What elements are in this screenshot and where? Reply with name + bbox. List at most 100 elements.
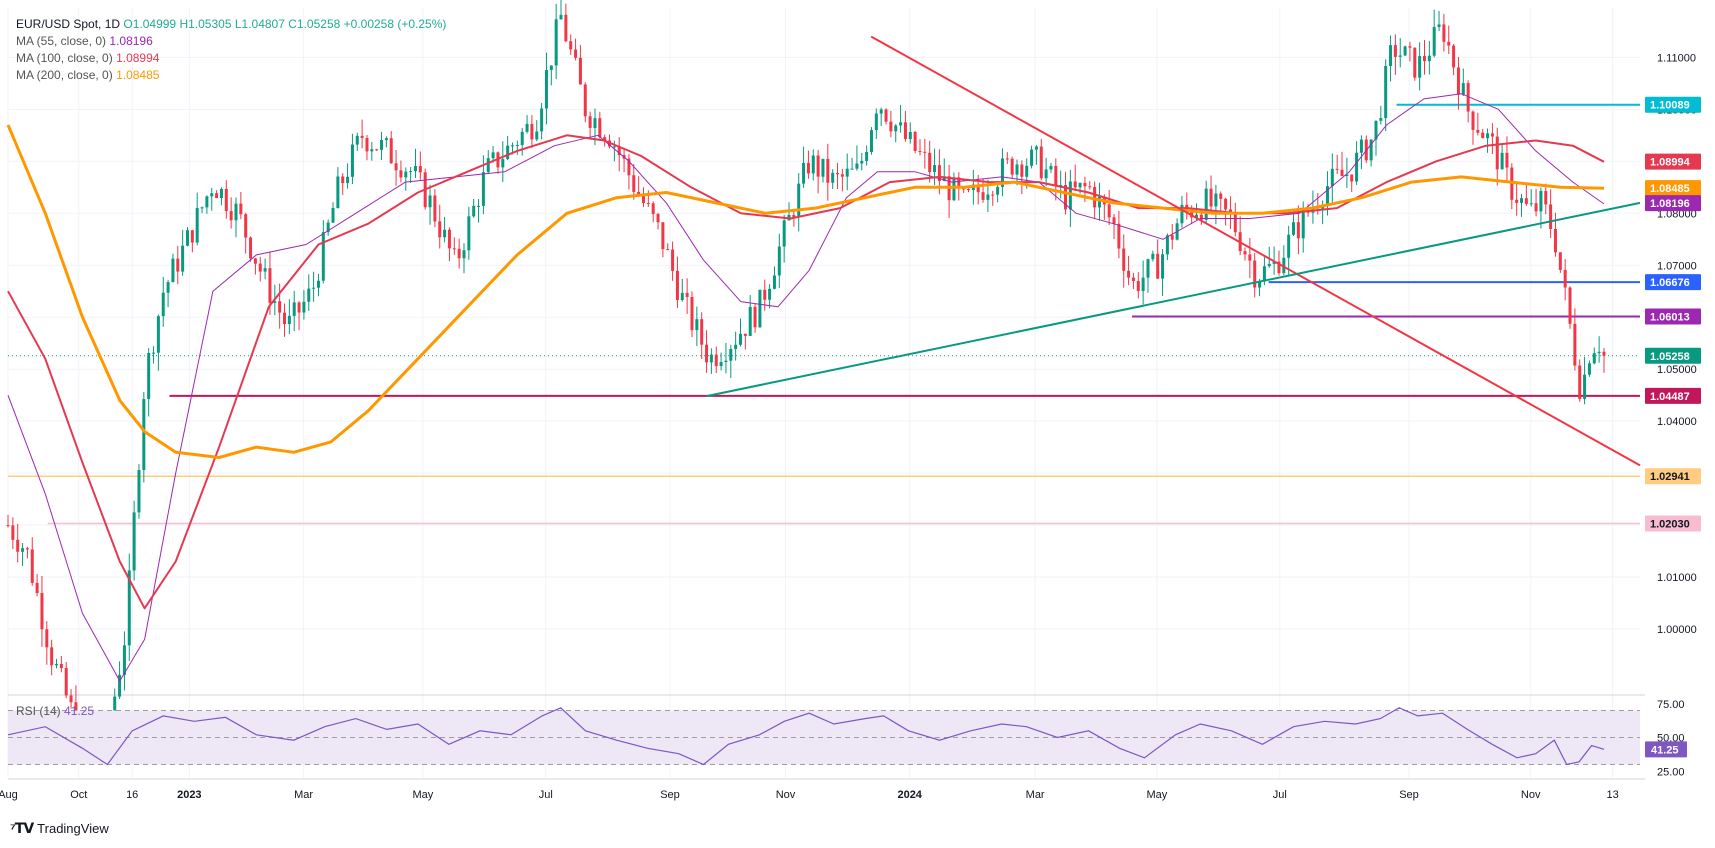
candle-body [569, 41, 573, 50]
rsi-legend[interactable]: RSI (14) 41.25 [16, 704, 94, 718]
candle [700, 312, 704, 360]
candle [370, 141, 374, 161]
candle-body [1165, 235, 1169, 255]
descending-trendline[interactable] [870, 35, 1641, 467]
candle-body [559, 14, 563, 20]
candle [578, 44, 582, 85]
candle [1359, 135, 1363, 170]
candle-body [258, 263, 262, 272]
candle [1165, 233, 1169, 261]
indicator-ma55[interactable]: MA (55, close, 0) 1.08196 [16, 33, 446, 50]
price-level-lines [8, 103, 1640, 525]
candle-body [695, 319, 699, 331]
price-level-value: 1.02030 [1650, 519, 1690, 531]
candle [1486, 128, 1490, 153]
candle [1088, 181, 1092, 190]
price-level-label[interactable]: 1.05258 [1645, 347, 1701, 364]
candle-body [438, 221, 442, 238]
price-level-badge [1645, 96, 1701, 113]
tradingview-brand[interactable]: ⁷𝗧𝗩 TradingView [10, 820, 109, 837]
price-level-badge [1645, 347, 1701, 364]
candle-body [1146, 259, 1150, 278]
candle-body [132, 512, 136, 571]
price-level-label[interactable]: 1.10089 [1645, 96, 1701, 113]
candle-body [991, 194, 995, 196]
candle [1253, 253, 1257, 298]
price-level-label[interactable]: 1.08485 [1645, 180, 1701, 197]
price-level-label[interactable]: 1.08196 [1645, 195, 1701, 212]
candle [1107, 189, 1111, 225]
candle-body [263, 268, 267, 272]
price-level-label[interactable]: 1.04487 [1645, 387, 1701, 404]
close-value: C1.05258 [288, 17, 341, 31]
symbol-row[interactable]: EUR/USD Spot, 1D O1.04999 H1.05305 L1.04… [16, 16, 446, 33]
price-level-value: 1.08196 [1650, 198, 1690, 210]
candle-body [161, 292, 165, 317]
candle-body [1587, 363, 1591, 375]
candle-body [171, 258, 175, 283]
candle-body [855, 163, 859, 169]
rsi-value-label[interactable]: 41.25 [1645, 741, 1687, 758]
candle [666, 243, 670, 251]
open-value: O1.04999 [123, 17, 177, 31]
indicator-ma200[interactable]: MA (200, close, 0) 1.08485 [16, 67, 446, 84]
candle [797, 173, 801, 232]
candle-body [1262, 266, 1266, 282]
candle-body [705, 344, 709, 363]
candle [156, 314, 160, 371]
candle-body [292, 302, 296, 316]
candle-body [200, 207, 204, 209]
candle [1180, 195, 1184, 228]
candle-body [142, 399, 146, 470]
candle-body [690, 296, 694, 331]
candle-body [918, 150, 922, 152]
price-level-label[interactable]: 1.02941 [1645, 468, 1701, 485]
candle-body [1078, 182, 1082, 188]
candle [525, 114, 529, 134]
rsi-pane [7, 707, 1640, 766]
candle-body [1583, 374, 1587, 400]
candle [981, 178, 985, 203]
candle [1141, 260, 1145, 305]
price-axis[interactable]: 1.110001.100001.090001.080001.070001.060… [1645, 52, 1701, 778]
candle [753, 303, 757, 333]
price-level-label[interactable]: 1.08994 [1645, 153, 1701, 170]
candle-body [486, 158, 490, 173]
candle-body [1597, 351, 1601, 354]
candle-body [1549, 204, 1553, 229]
candle-body [554, 19, 558, 66]
candle [947, 164, 951, 218]
candle [283, 303, 287, 337]
candle [69, 689, 73, 709]
time-tick-label: 2024 [897, 789, 922, 801]
candle-body [1456, 67, 1460, 95]
candle-body [617, 146, 621, 156]
candle [127, 553, 131, 662]
candle [1204, 180, 1208, 224]
candle [675, 256, 679, 308]
indicator-ma100[interactable]: MA (100, close, 0) 1.08994 [16, 50, 446, 67]
candle [671, 241, 675, 281]
time-axis[interactable]: Aug Oct 16 2023 Mar May Jul Sep Nov 2024 Mar May Jul… [0, 789, 1619, 801]
candle-body [782, 220, 786, 247]
candle-body [797, 183, 801, 218]
trendlines[interactable] [705, 35, 1641, 467]
price-level-label[interactable]: 1.06013 [1645, 308, 1701, 325]
candle [1127, 255, 1131, 286]
candle [50, 639, 54, 676]
candle-body [1131, 277, 1135, 282]
candle-body [598, 118, 602, 138]
price-level-label[interactable]: 1.06676 [1645, 274, 1701, 291]
candle-body [501, 159, 505, 168]
candle-body [840, 174, 844, 177]
price-level-badge [1645, 195, 1701, 212]
candle [729, 344, 733, 378]
candle [1054, 158, 1058, 201]
time-tick-label: Sep [1399, 789, 1419, 801]
price-level-label[interactable]: 1.02030 [1645, 515, 1701, 532]
candle [651, 201, 655, 223]
ascending-trendline[interactable] [705, 201, 1641, 398]
candle-body [1384, 65, 1388, 119]
candle [1059, 170, 1063, 199]
